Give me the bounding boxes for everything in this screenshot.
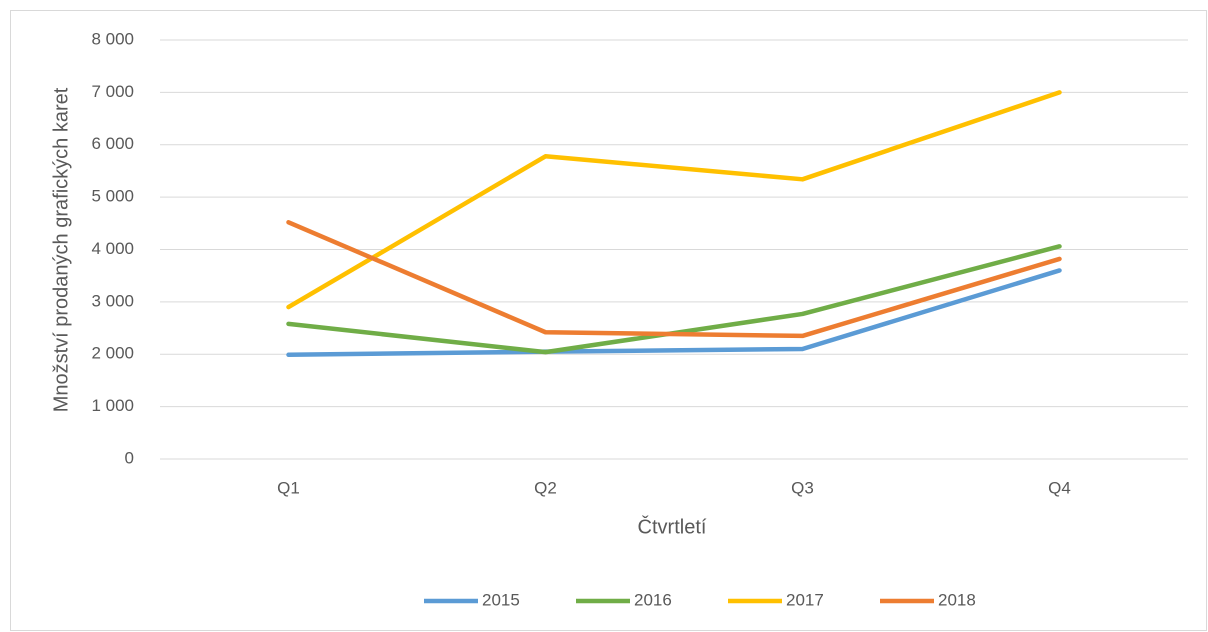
legend-label: 2017 (786, 590, 824, 609)
series-line (286, 90, 1062, 310)
y-axis-title: Množství prodaných grafických karet (50, 87, 72, 412)
x-tick-label: Q1 (277, 478, 300, 497)
y-tick-label: 4 000 (91, 239, 134, 258)
y-tick-label: 3 000 (91, 291, 134, 310)
y-tick-label: 7 000 (91, 82, 134, 101)
series-line (286, 268, 1062, 358)
y-tick-label: 8 000 (91, 29, 134, 48)
y-tick-label: 1 000 (91, 396, 134, 415)
y-tick-label: 5 000 (91, 187, 134, 206)
x-tick-label: Q3 (791, 478, 814, 497)
y-tick-label: 6 000 (91, 134, 134, 153)
y-tick-label: 2 000 (91, 344, 134, 363)
x-tick-label: Q4 (1048, 478, 1071, 497)
x-axis-title: Čtvrtletí (638, 515, 707, 538)
y-tick-label: 0 (125, 448, 134, 467)
series-line (286, 220, 1062, 339)
legend-label: 2016 (634, 590, 672, 609)
chart-border (10, 10, 1207, 631)
legend-label: 2018 (938, 590, 976, 609)
x-tick-label: Q2 (534, 478, 557, 497)
legend-label: 2015 (482, 590, 520, 609)
